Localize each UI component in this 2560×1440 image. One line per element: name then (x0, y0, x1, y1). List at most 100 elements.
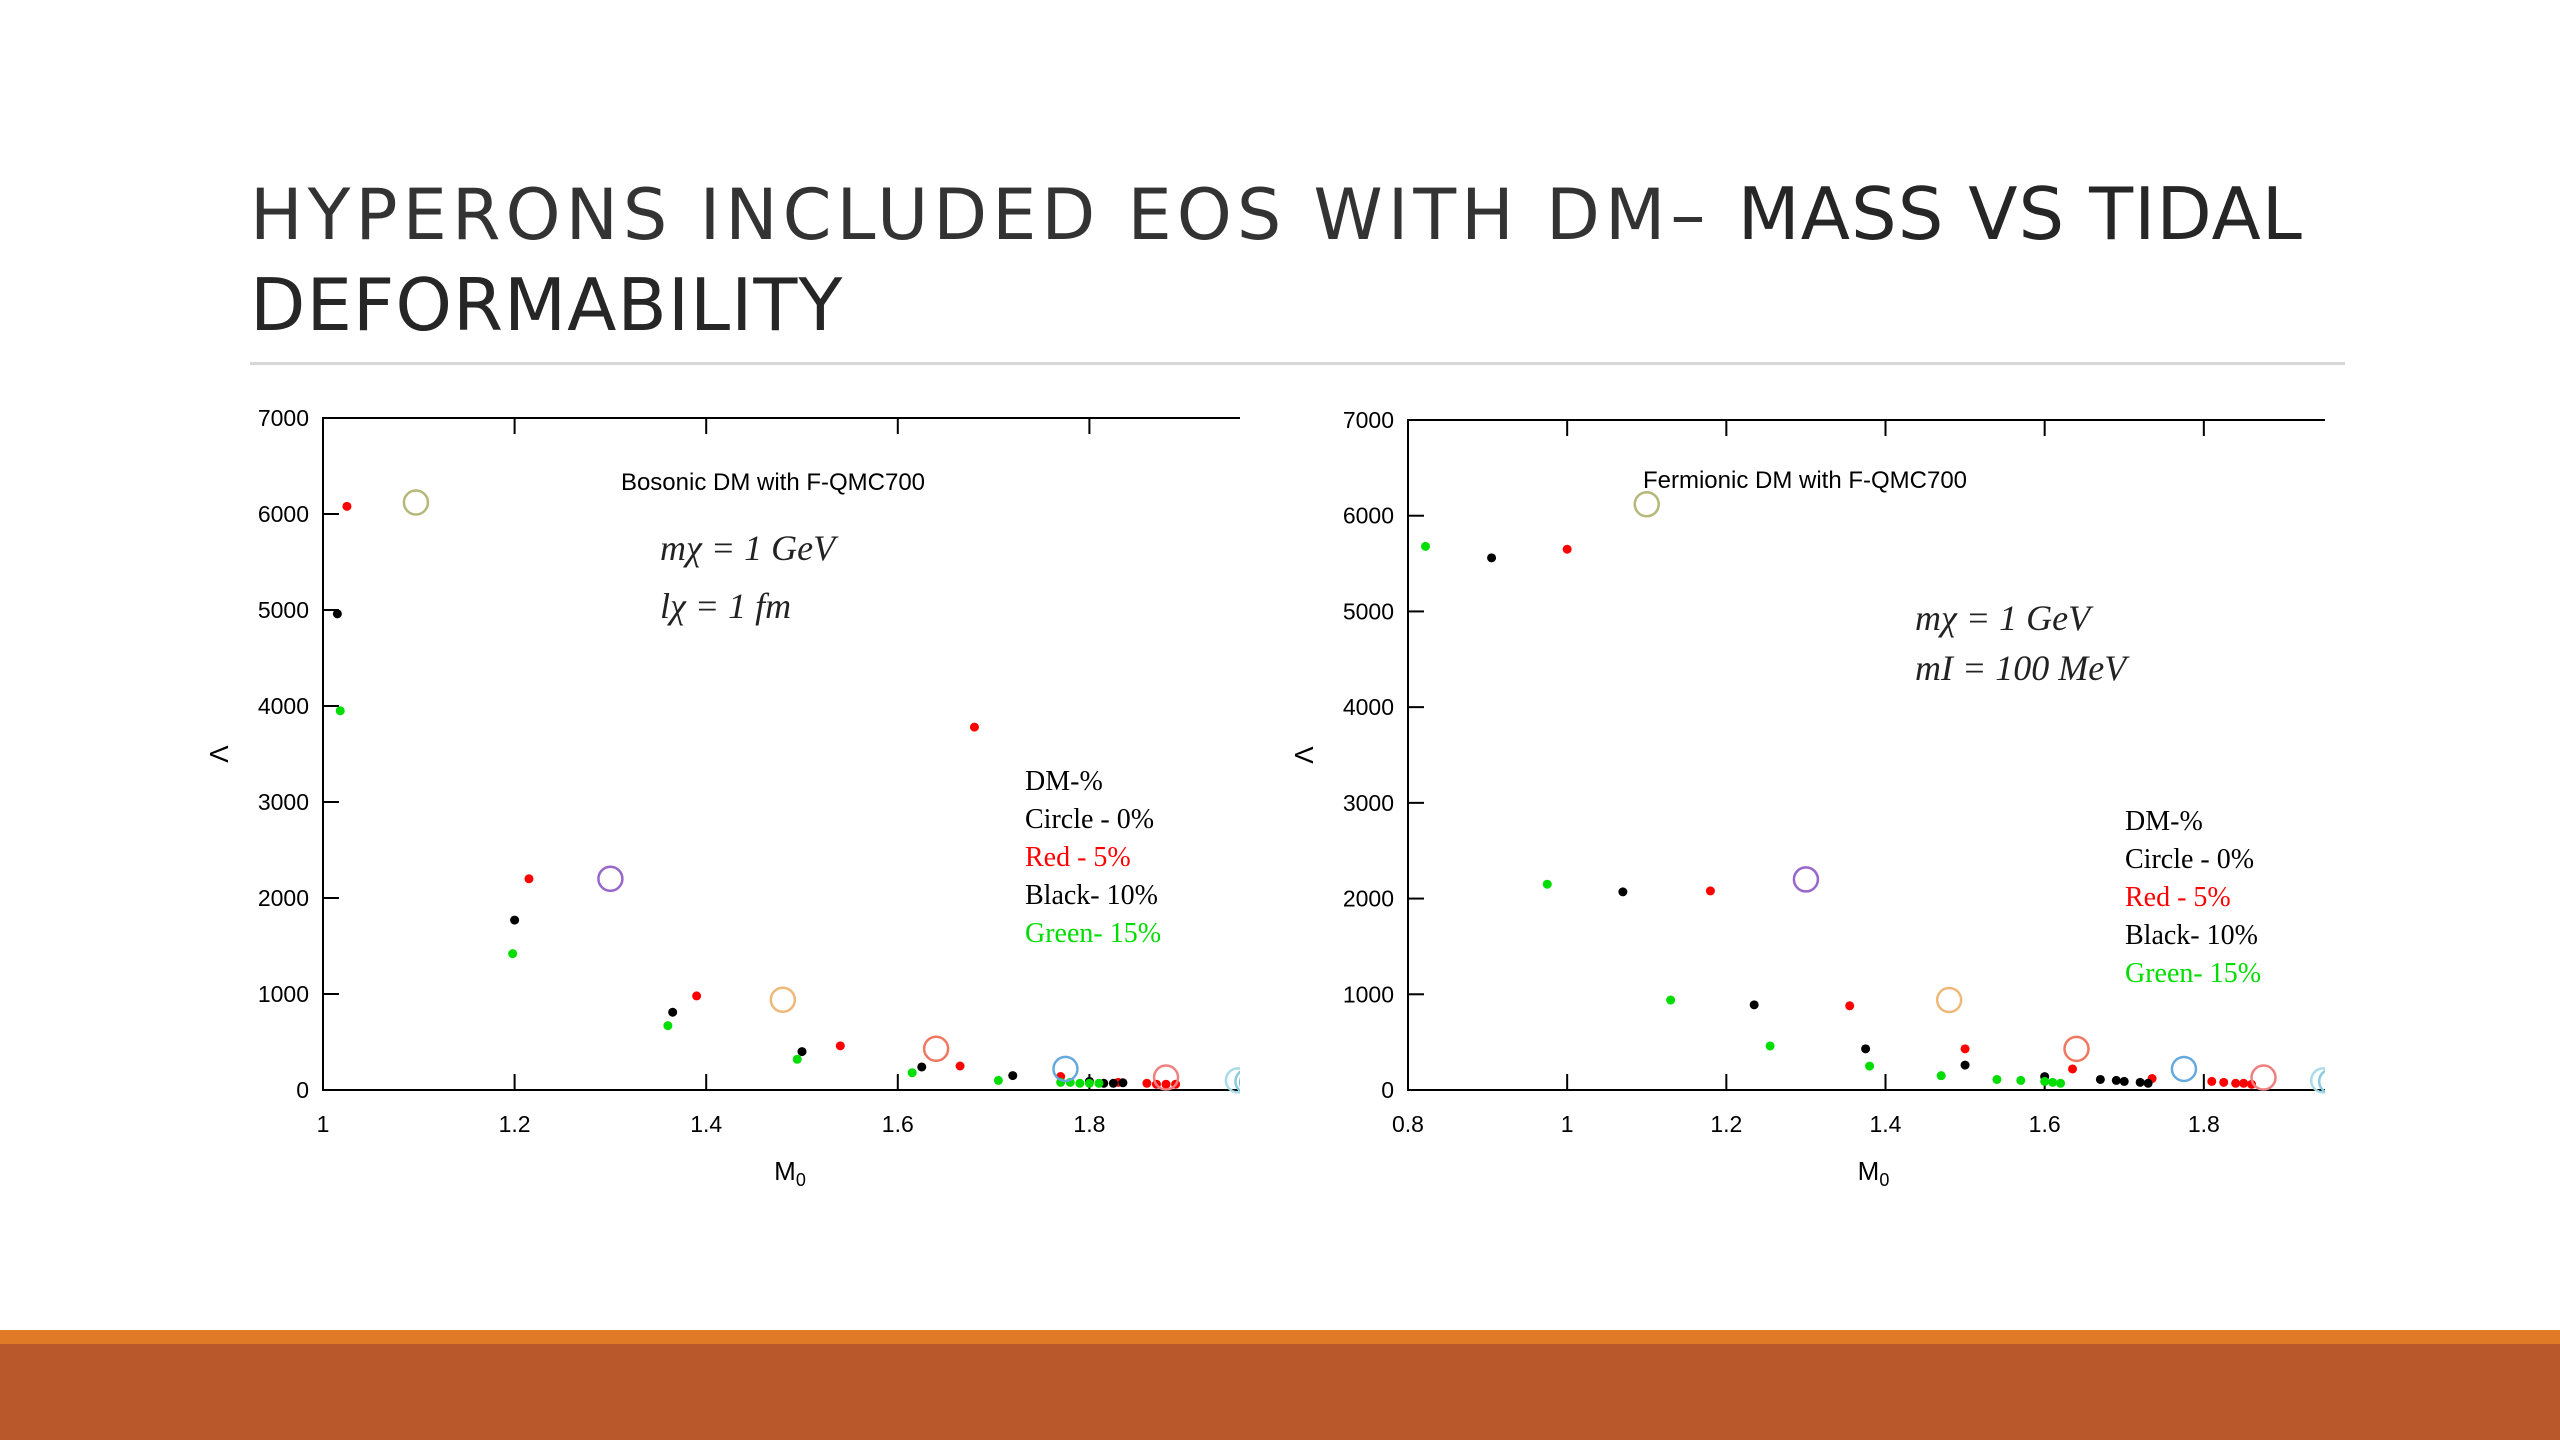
slide-title: HYPERONS INCLUDED EOS WITH DM– MASS VS T… (250, 168, 2360, 349)
data-point (1861, 1044, 1871, 1054)
data-point-ring (2170, 1055, 2198, 1083)
x-axis-label: M0 (774, 1156, 806, 1190)
legend-entry: Green- 15% (2125, 958, 2261, 989)
data-point (2207, 1076, 2217, 1086)
data-point (1936, 1071, 1946, 1081)
x-tick-label: 1.2 (499, 1111, 531, 1137)
data-point (2048, 1077, 2058, 1087)
y-tick-label: 3000 (1343, 790, 1394, 816)
data-point (917, 1062, 927, 1072)
legend-entry: Green- 15% (1025, 918, 1161, 949)
data-point (835, 1041, 845, 1051)
y-tick-label: 7000 (1343, 407, 1394, 433)
y-axis-label: Λ (1289, 746, 1319, 764)
data-point (1845, 1001, 1855, 1011)
x-tick-label: 1.8 (1073, 1111, 1105, 1137)
data-point (2056, 1078, 2066, 1088)
y-tick-label: 7000 (258, 405, 309, 431)
data-point (1960, 1060, 1970, 1070)
legend-entry: Black- 10% (2125, 920, 2258, 951)
data-point (969, 722, 979, 732)
chart-title: Fermionic DM with F-QMC700 (1643, 467, 1967, 494)
data-point (2135, 1077, 2145, 1087)
data-point (1960, 1044, 1970, 1054)
title-divider (250, 362, 2345, 365)
data-point-ring (1935, 986, 1963, 1014)
data-point-ring (2063, 1035, 2090, 1063)
y-tick-label: 0 (296, 1077, 309, 1103)
data-point (1142, 1078, 1152, 1088)
y-tick-label: 4000 (1343, 694, 1394, 720)
slide-title-bold: MASS VS TIDAL DEFORMABILITY (250, 172, 2303, 347)
data-point (2219, 1077, 2229, 1087)
y-tick-label: 6000 (1343, 503, 1394, 529)
data-point (2040, 1076, 2050, 1086)
data-point (1618, 887, 1628, 897)
data-point (797, 1047, 807, 1057)
data-point (663, 1021, 673, 1031)
x-tick-label: 1.4 (690, 1111, 722, 1137)
plot-frame (322, 417, 1282, 1091)
footer-accent-stripe (0, 1330, 2560, 1344)
model-parameter: lχ = 1 fm (660, 586, 791, 626)
y-tick-label: 0 (1381, 1077, 1394, 1103)
x-tick-label: 1 (317, 1111, 330, 1137)
data-point (1487, 553, 1497, 563)
model-parameter: mI = 100 MeV (1915, 648, 2130, 688)
legend-heading: DM-% (1025, 766, 1103, 797)
fermionic-dm-plot: 0.811.21.41.61.8201000200030004000500060… (1289, 407, 2369, 1190)
data-point (1084, 1078, 1094, 1088)
data-point (524, 874, 534, 884)
y-tick-label: 5000 (1343, 598, 1394, 624)
y-tick-label: 1000 (258, 981, 309, 1007)
legend-heading: DM-% (2125, 806, 2203, 837)
x-tick-label: 1.6 (882, 1111, 914, 1137)
data-point (1542, 879, 1552, 889)
y-axis-label: Λ (204, 745, 234, 763)
data-point-ring (1052, 1055, 1079, 1083)
y-tick-label: 3000 (258, 789, 309, 815)
data-point (335, 706, 345, 716)
data-point (2068, 1064, 2078, 1074)
data-point (993, 1075, 1003, 1085)
y-tick-label: 5000 (258, 597, 309, 623)
data-point (1705, 886, 1715, 896)
y-tick-label: 4000 (258, 693, 309, 719)
data-point (1666, 995, 1676, 1005)
data-point (510, 915, 520, 925)
data-point-ring (1152, 1064, 1180, 1091)
data-point (955, 1061, 965, 1071)
data-point-ring (1633, 490, 1660, 518)
data-point (2095, 1074, 2105, 1084)
data-point (1118, 1078, 1128, 1088)
legend-entry: Red - 5% (2125, 882, 2231, 913)
data-point (1094, 1078, 1104, 1088)
y-tick-label: 2000 (1343, 886, 1394, 912)
data-point (1865, 1061, 1875, 1071)
data-point (2111, 1075, 2121, 1085)
data-point (2143, 1078, 2153, 1088)
legend-entry: Circle - 0% (2125, 844, 2254, 875)
x-tick-label: 0.8 (1392, 1111, 1424, 1137)
data-point-ring (2250, 1064, 2277, 1091)
x-tick-label: 1.8 (2188, 1111, 2220, 1137)
data-point (1108, 1078, 1118, 1088)
data-point-ring (597, 865, 624, 893)
data-point (2231, 1078, 2241, 1088)
data-point (1749, 1000, 1759, 1010)
x-axis-label: M0 (1858, 1156, 1890, 1190)
slide-title-light: HYPERONS INCLUDED EOS WITH DM– (250, 174, 1738, 256)
footer-bar (0, 1344, 2560, 1440)
data-point (1765, 1041, 1775, 1051)
y-tick-label: 2000 (258, 885, 309, 911)
data-point (332, 609, 342, 619)
data-point (2119, 1076, 2129, 1086)
x-tick-label: 1.4 (1870, 1111, 1902, 1137)
bosonic-dm-chart: 11.21.41.61.8201000200030004000500060007… (190, 400, 1287, 1220)
bosonic-dm-plot: 11.21.41.61.8201000200030004000500060007… (204, 405, 1287, 1190)
data-point (508, 949, 518, 959)
data-point (1075, 1078, 1085, 1088)
data-point (1008, 1071, 1018, 1081)
y-tick-label: 6000 (258, 501, 309, 527)
data-point (907, 1068, 917, 1078)
